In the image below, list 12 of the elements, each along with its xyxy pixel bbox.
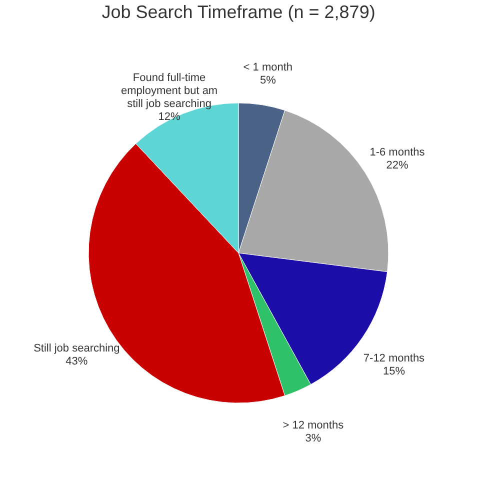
slice-label: Found full-time employment but am still job searching xyxy=(120,72,218,110)
data-label: 3% xyxy=(305,432,322,445)
slice-label: < 1 month xyxy=(243,61,293,74)
data-label: 22% xyxy=(386,159,408,172)
slice-label: > 12 months xyxy=(282,420,344,432)
slice-label: 7-12 months xyxy=(363,352,426,365)
data-label: 15% xyxy=(382,366,406,378)
data-label: 43% xyxy=(66,356,88,368)
slice-label: Still job searching xyxy=(34,342,120,355)
chart-title: Job Search Timeframe (n = 2,879) xyxy=(102,2,376,22)
slice-label: 1-6 months xyxy=(370,146,426,158)
data-label: 5% xyxy=(260,74,276,86)
